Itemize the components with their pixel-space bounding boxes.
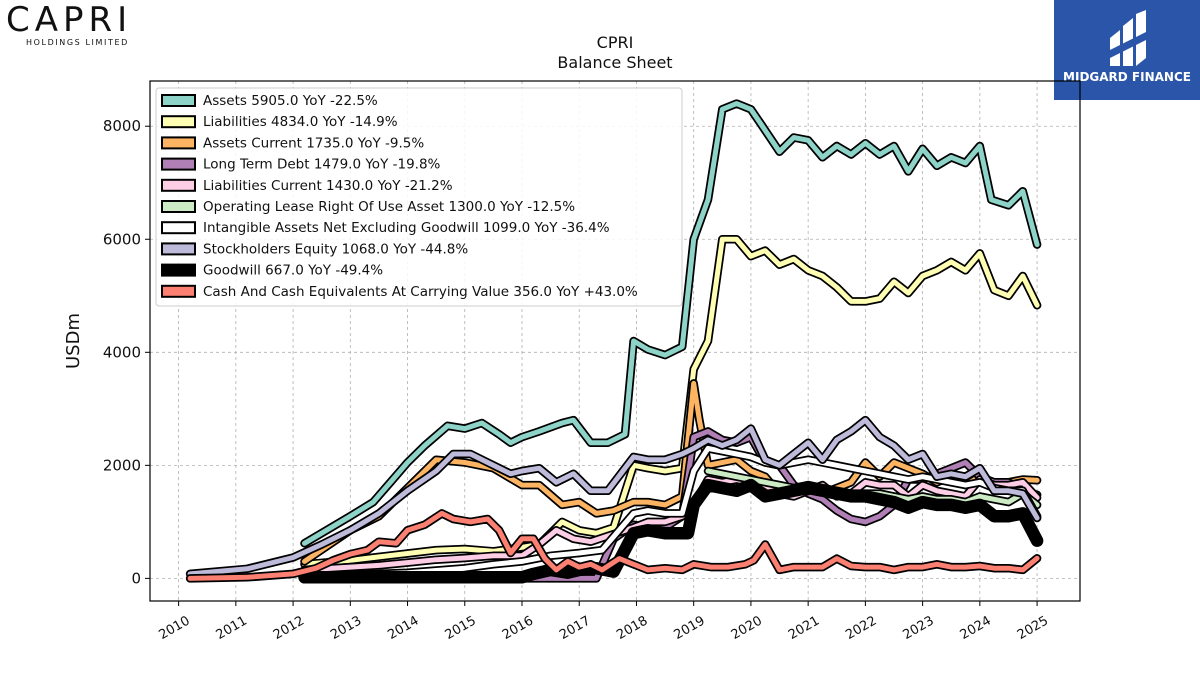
x-tick-label: 2017 <box>557 613 593 643</box>
legend-item: Liabilities 4834.0 YoY -14.9% <box>161 114 398 130</box>
x-tick-label: 2010 <box>156 613 192 643</box>
legend-label: Liabilities Current 1430.0 YoY -21.2% <box>203 178 453 194</box>
capri-logo: CAPRI HOLDINGS LIMITED <box>6 2 156 54</box>
legend-swatch <box>161 178 196 192</box>
legend-label: Intangible Assets Net Excluding Goodwill… <box>203 220 610 236</box>
capri-logo-subtext: HOLDINGS LIMITED <box>26 38 129 47</box>
legend-box <box>155 87 683 307</box>
legend-swatch <box>161 221 196 235</box>
legend-label: Stockholders Equity 1068.0 YoY -44.8% <box>203 241 468 257</box>
capri-logo-wordmark: CAPRI <box>6 0 133 40</box>
legend-label: Operating Lease Right Of Use Asset 1300.… <box>203 199 575 215</box>
x-tick-label: 2023 <box>900 613 936 643</box>
series-8 <box>298 478 1044 584</box>
legend-swatch <box>161 263 196 277</box>
midgard-finance-wordmark: MIDGARD FINANCE <box>1063 70 1191 84</box>
y-tick-label: 2000 <box>103 456 141 474</box>
legend-swatch <box>161 200 196 213</box>
y-tick-label: 4000 <box>103 343 141 361</box>
x-tick-label: 2016 <box>500 613 536 643</box>
legend-item: Cash And Cash Equivalents At Carrying Va… <box>161 284 638 300</box>
x-tick-label: 2013 <box>328 613 364 643</box>
legend-label: Liabilities 4834.0 YoY -14.9% <box>203 114 398 130</box>
x-tick-label: 2025 <box>1015 613 1051 643</box>
legend-item: Stockholders Equity 1068.0 YoY -44.8% <box>161 241 468 257</box>
legend-swatch <box>161 157 196 171</box>
y-tick-label: 0 <box>131 569 141 587</box>
legend-swatch <box>161 284 196 298</box>
legend-label: Assets 5905.0 YoY -22.5% <box>203 93 378 109</box>
series-0 <box>300 99 1042 548</box>
x-tick-label: 2012 <box>271 613 307 643</box>
y-axis-label: USDm <box>63 313 84 369</box>
legend-swatch <box>161 94 196 107</box>
legend-item: Assets 5905.0 YoY -22.5% <box>161 93 378 109</box>
x-tick-label: 2018 <box>614 613 650 643</box>
x-tick-label: 2014 <box>385 613 421 643</box>
x-tick-label: 2019 <box>672 613 708 643</box>
x-tick-label: 2020 <box>729 613 765 643</box>
legend-label: Goodwill 667.0 YoY -49.4% <box>203 263 383 279</box>
legend-item: Assets Current 1735.0 YoY -9.5% <box>161 135 424 151</box>
legend-swatch <box>161 136 196 150</box>
legend-item: Operating Lease Right Of Use Asset 1300.… <box>161 199 575 215</box>
legend-item: Goodwill 667.0 YoY -49.4% <box>161 263 383 279</box>
legend-label: Assets Current 1735.0 YoY -9.5% <box>203 135 424 151</box>
x-tick-label: 2022 <box>843 613 879 643</box>
legend-item: Long Term Debt 1479.0 YoY -19.8% <box>161 157 441 173</box>
legend-item: Liabilities Current 1430.0 YoY -21.2% <box>161 178 453 194</box>
x-tick-label: 2021 <box>786 613 822 643</box>
x-tick-label: 2015 <box>443 613 479 643</box>
legend-label: Cash And Cash Equivalents At Carrying Va… <box>203 284 638 300</box>
series-9 <box>185 509 1042 583</box>
series-line <box>187 510 1040 581</box>
series-line <box>302 101 1040 546</box>
legend-item: Intangible Assets Net Excluding Goodwill… <box>161 220 610 236</box>
series-line <box>300 480 1042 582</box>
y-tick-label: 6000 <box>103 230 141 248</box>
legend-label: Long Term Debt 1479.0 YoY -19.8% <box>203 157 441 173</box>
legend: Assets 5905.0 YoY -22.5% Liabilities 4834… <box>155 87 683 307</box>
midgard-finance-logo: MIDGARD FINANCE <box>1054 0 1200 100</box>
x-tick-label: 2011 <box>214 613 250 643</box>
plot-frame <box>149 80 1081 602</box>
y-tick-label: 8000 <box>103 117 141 135</box>
series-line <box>187 417 1040 577</box>
x-tick-label: 2024 <box>958 613 994 643</box>
series-7 <box>185 415 1042 579</box>
chart-subtitle: Balance Sheet <box>557 53 672 72</box>
legend-swatch <box>161 242 196 256</box>
legend-swatch <box>161 115 196 129</box>
midgard-emblem-icon <box>1110 10 1146 66</box>
chart-title: CPRI <box>597 33 634 52</box>
